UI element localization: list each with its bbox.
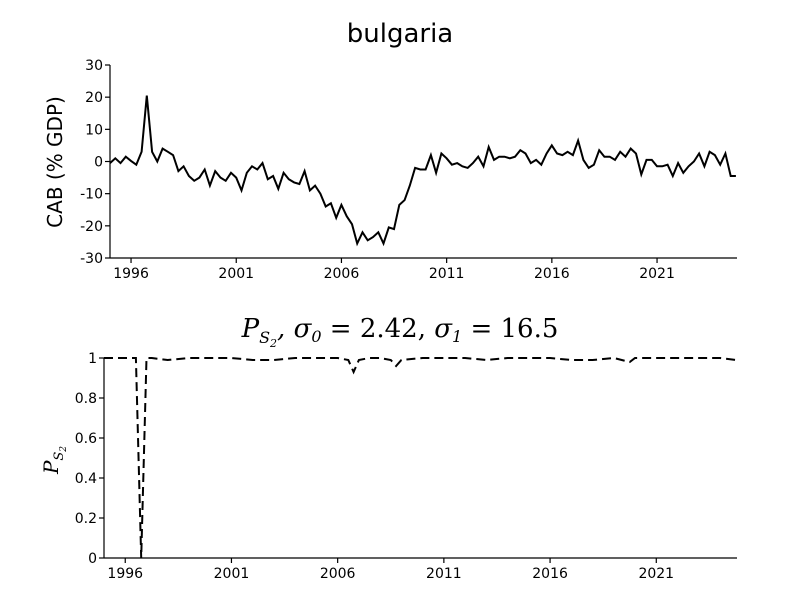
bottom-x-tick-label: 2011 — [426, 566, 462, 582]
bottom-panel-title: PS2, σ0 = 2.42, σ1 = 16.5 — [241, 314, 559, 350]
ps2-series-line — [104, 356, 737, 559]
top-x-tick-label: 2011 — [429, 266, 465, 282]
bottom-y-ticks: 0 0.2 0.4 0.6 0.8 1 — [75, 351, 104, 567]
bottom-y-tick-label: 0.6 — [75, 431, 97, 447]
top-x-tick-label: 2021 — [639, 266, 675, 282]
figure-title: bulgaria — [347, 19, 454, 49]
title-sigma0: σ — [294, 314, 313, 344]
bottom-y-tick-label: 0 — [88, 551, 97, 567]
ylabel-s-sub: 2 — [59, 446, 69, 453]
top-y-ticks: -30 -20 -10 0 10 20 30 — [80, 58, 110, 267]
top-x-tick-label: 2001 — [218, 266, 254, 282]
top-x-tick-label: 1996 — [113, 266, 149, 282]
title-s-sub: 2 — [269, 337, 277, 350]
cab-series-line — [109, 95, 736, 247]
title-comma: , — [277, 314, 294, 344]
bottom-y-axis-label: PS2 — [39, 446, 69, 475]
bottom-y-tick-label: 0.8 — [75, 391, 97, 407]
top-y-axis-label: CAB (% GDP) — [43, 96, 67, 228]
top-y-tick-label: 10 — [85, 122, 103, 138]
ylabel-s: S — [52, 452, 67, 461]
bottom-panel: PS2, σ0 = 2.42, σ1 = 16.5 00.20.40.60.81… — [39, 314, 737, 582]
top-y-tick-label: -20 — [80, 219, 103, 235]
bottom-y-tick-label: 0.4 — [75, 471, 97, 487]
bottom-x-tick-label: 2006 — [320, 566, 356, 582]
top-y-tick-label: 20 — [85, 90, 103, 106]
bottom-y-tick-label: 0.2 — [75, 511, 97, 527]
top-y-tick-label: -10 — [80, 187, 103, 203]
top-x-tick-label: 2006 — [324, 266, 360, 282]
title-eq1: = 16.5 — [462, 314, 558, 344]
title-sub1: 1 — [452, 327, 462, 346]
bottom-x-ticks: 1996 2001 2006 2011 2016 2021 — [107, 558, 674, 582]
title-p: P — [241, 314, 260, 344]
title-s: S — [259, 328, 270, 347]
bottom-x-tick-label: 1996 — [107, 566, 143, 582]
bottom-x-tick-label: 2001 — [214, 566, 250, 582]
top-y-tick-label: -30 — [80, 251, 103, 267]
bottom-x-tick-label: 2021 — [638, 566, 674, 582]
top-y-tick-label: 0 — [94, 155, 103, 171]
bottom-x-tick-label: 2016 — [532, 566, 568, 582]
top-x-tick-label: 2016 — [534, 266, 570, 282]
top-y-tick-label: 30 — [85, 58, 103, 74]
top-x-ticks: 1996 2001 2006 2011 2016 2021 — [113, 258, 675, 282]
title-eq0: = 2.42, — [322, 314, 435, 344]
ylabel-p: P — [39, 460, 63, 475]
top-panel: -30 -20 -10 0 10 20 30 1996 2001 2006 2011 2016 202… — [43, 58, 737, 282]
bottom-y-tick-label: 1 — [88, 351, 97, 367]
title-sub0: 0 — [311, 327, 321, 346]
title-sigma1: σ — [434, 314, 453, 344]
